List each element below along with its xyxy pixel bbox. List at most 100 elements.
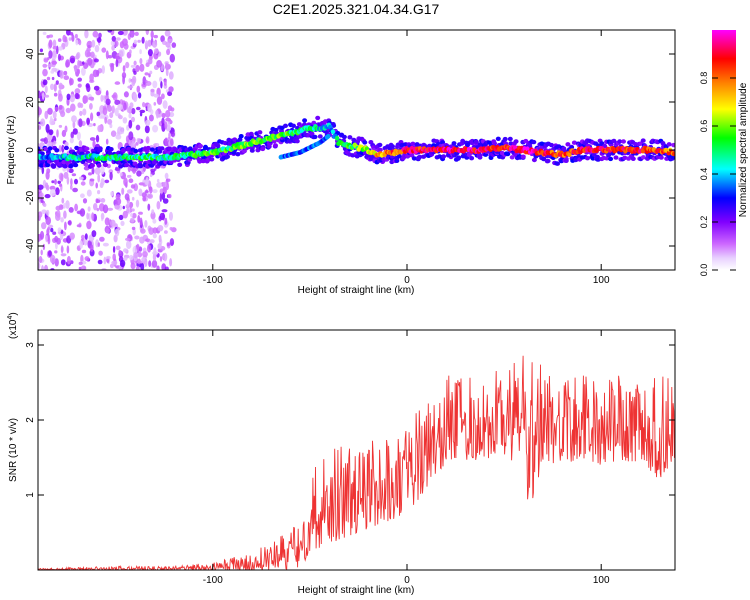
ridge-halo xyxy=(43,146,49,152)
noise-speckle xyxy=(110,191,114,197)
ridge-halo xyxy=(456,155,462,160)
ridge-halo xyxy=(640,138,646,143)
noise-speckle xyxy=(140,263,145,270)
noise-speckle xyxy=(76,224,82,228)
noise-speckle xyxy=(119,41,125,49)
ridge-halo xyxy=(203,144,208,150)
spectrogram-ytick-label: -20 xyxy=(25,190,36,205)
colorbar-tick-label: 0.4 xyxy=(699,168,709,181)
noise-speckle xyxy=(140,170,145,175)
noise-speckle xyxy=(60,173,64,182)
noise-speckle xyxy=(136,137,142,144)
noise-speckle xyxy=(44,94,50,98)
noise-speckle xyxy=(116,37,121,41)
noise-speckle xyxy=(168,38,173,43)
colorbar-gradient xyxy=(712,30,736,270)
colorbar-ticks: 0.0 0.2 0.4 0.6 0.8 xyxy=(699,72,736,276)
ridge-halo xyxy=(390,144,395,149)
noise-speckle xyxy=(80,193,85,198)
ridge-halo xyxy=(73,162,79,168)
noise-speckle xyxy=(169,111,175,118)
noise-speckle xyxy=(87,206,91,212)
noise-speckle xyxy=(38,211,43,218)
ridge-halo xyxy=(427,143,432,149)
noise-speckle xyxy=(156,96,163,105)
ridge-halo xyxy=(38,146,41,151)
noise-speckle xyxy=(141,83,147,87)
noise-speckle xyxy=(149,239,155,244)
ridge-halo xyxy=(469,156,475,161)
noise-speckle xyxy=(48,250,52,257)
ridge-halo xyxy=(312,134,318,140)
noise-speckle xyxy=(47,237,51,245)
spectrogram-ytick-label: 40 xyxy=(25,48,36,60)
noise-speckle xyxy=(107,30,112,33)
noise-speckle xyxy=(137,92,142,99)
noise-speckle xyxy=(57,53,61,62)
colorbar-tick-label: 0.2 xyxy=(699,216,709,229)
ridge-halo xyxy=(571,140,577,145)
ridge-halo xyxy=(149,147,155,152)
ridge-halo xyxy=(173,147,179,152)
noise-speckle xyxy=(40,249,43,256)
noise-speckle xyxy=(164,230,168,234)
noise-speckle xyxy=(70,178,73,186)
ridge-halo xyxy=(666,142,672,147)
noise-speckle xyxy=(125,237,131,241)
noise-speckle xyxy=(101,47,107,53)
ridge-halo xyxy=(63,145,69,151)
noise-speckle xyxy=(99,236,105,242)
ridge-core xyxy=(330,129,336,135)
noise-speckle xyxy=(126,107,132,113)
ridge-halo xyxy=(138,164,143,169)
ridge-halo xyxy=(124,162,130,168)
noise-speckle xyxy=(137,251,143,258)
noise-speckle xyxy=(145,62,150,67)
noise-speckle xyxy=(169,53,175,63)
noise-speckle xyxy=(138,211,143,215)
noise-speckle xyxy=(142,76,147,85)
noise-speckle xyxy=(50,83,55,91)
noise-speckle xyxy=(88,172,92,176)
noise-speckle xyxy=(135,64,140,73)
noise-speckle xyxy=(83,162,89,167)
noise-speckle xyxy=(110,130,117,137)
spectrogram-ytick-label: -40 xyxy=(25,238,36,253)
noise-speckle xyxy=(115,55,121,60)
ridge-halo xyxy=(38,163,44,168)
noise-speckle xyxy=(139,109,146,114)
noise-speckle xyxy=(150,168,156,173)
noise-speckle xyxy=(63,75,70,81)
noise-speckle xyxy=(46,35,50,39)
noise-speckle xyxy=(139,49,142,55)
noise-speckle xyxy=(42,31,47,35)
noise-speckle xyxy=(161,112,166,119)
noise-speckle xyxy=(53,83,57,92)
noise-speckle xyxy=(152,80,158,89)
noise-speckle xyxy=(169,227,173,231)
noise-speckle xyxy=(105,50,109,60)
noise-speckle xyxy=(148,73,151,78)
ridge-halo xyxy=(377,142,383,148)
noise-speckle xyxy=(170,131,175,137)
noise-speckle xyxy=(49,189,56,196)
noise-speckle xyxy=(42,63,48,68)
ridge-halo xyxy=(549,142,554,148)
noise-speckle xyxy=(133,60,137,66)
noise-speckle xyxy=(157,243,162,250)
ridge-halo xyxy=(209,157,215,162)
noise-speckle xyxy=(113,234,118,243)
noise-speckle xyxy=(144,258,148,267)
noise-speckle xyxy=(38,90,41,99)
ridge-halo xyxy=(351,137,357,143)
ridge-halo xyxy=(606,152,612,158)
noise-speckle xyxy=(77,77,82,82)
noise-speckle xyxy=(167,121,171,130)
noise-speckle xyxy=(42,243,46,251)
noise-speckle xyxy=(119,172,123,177)
noise-speckle xyxy=(65,61,69,68)
noise-speckle xyxy=(58,46,63,51)
noise-speckle xyxy=(101,65,106,74)
noise-speckle xyxy=(157,225,164,232)
noise-speckle xyxy=(81,67,86,76)
